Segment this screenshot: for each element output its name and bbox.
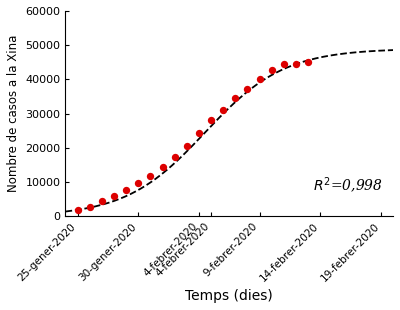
Point <box>196 131 202 135</box>
Point <box>147 174 154 179</box>
Text: $R^2$=0,998: $R^2$=0,998 <box>313 176 383 196</box>
Point <box>86 205 93 210</box>
Point <box>208 118 214 123</box>
Point <box>111 193 117 198</box>
Point <box>305 59 311 64</box>
Y-axis label: Nombre de casos a la Xina: Nombre de casos a la Xina <box>7 35 20 193</box>
Point <box>220 107 226 112</box>
Point <box>232 95 238 100</box>
Point <box>135 181 142 186</box>
Point <box>172 155 178 160</box>
Point <box>184 144 190 149</box>
Point <box>159 165 166 170</box>
Point <box>281 62 287 67</box>
Point <box>293 61 299 66</box>
Point <box>74 207 81 212</box>
Point <box>244 86 251 91</box>
Point <box>123 188 129 193</box>
Point <box>99 198 105 203</box>
Point <box>268 68 275 73</box>
Point <box>256 76 263 81</box>
X-axis label: Temps (dies): Temps (dies) <box>185 289 273 303</box>
